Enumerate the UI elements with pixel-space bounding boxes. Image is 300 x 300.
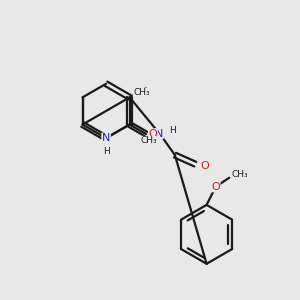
Text: H: H: [103, 147, 110, 156]
Text: H: H: [169, 126, 176, 135]
Text: CH₃: CH₃: [133, 88, 150, 97]
Text: O: O: [211, 182, 220, 192]
Text: N: N: [155, 129, 163, 139]
Text: CH₃: CH₃: [232, 170, 248, 179]
Text: O: O: [200, 161, 209, 171]
Text: O: O: [148, 129, 157, 139]
Text: N: N: [102, 133, 110, 143]
Text: CH₃: CH₃: [140, 136, 157, 145]
